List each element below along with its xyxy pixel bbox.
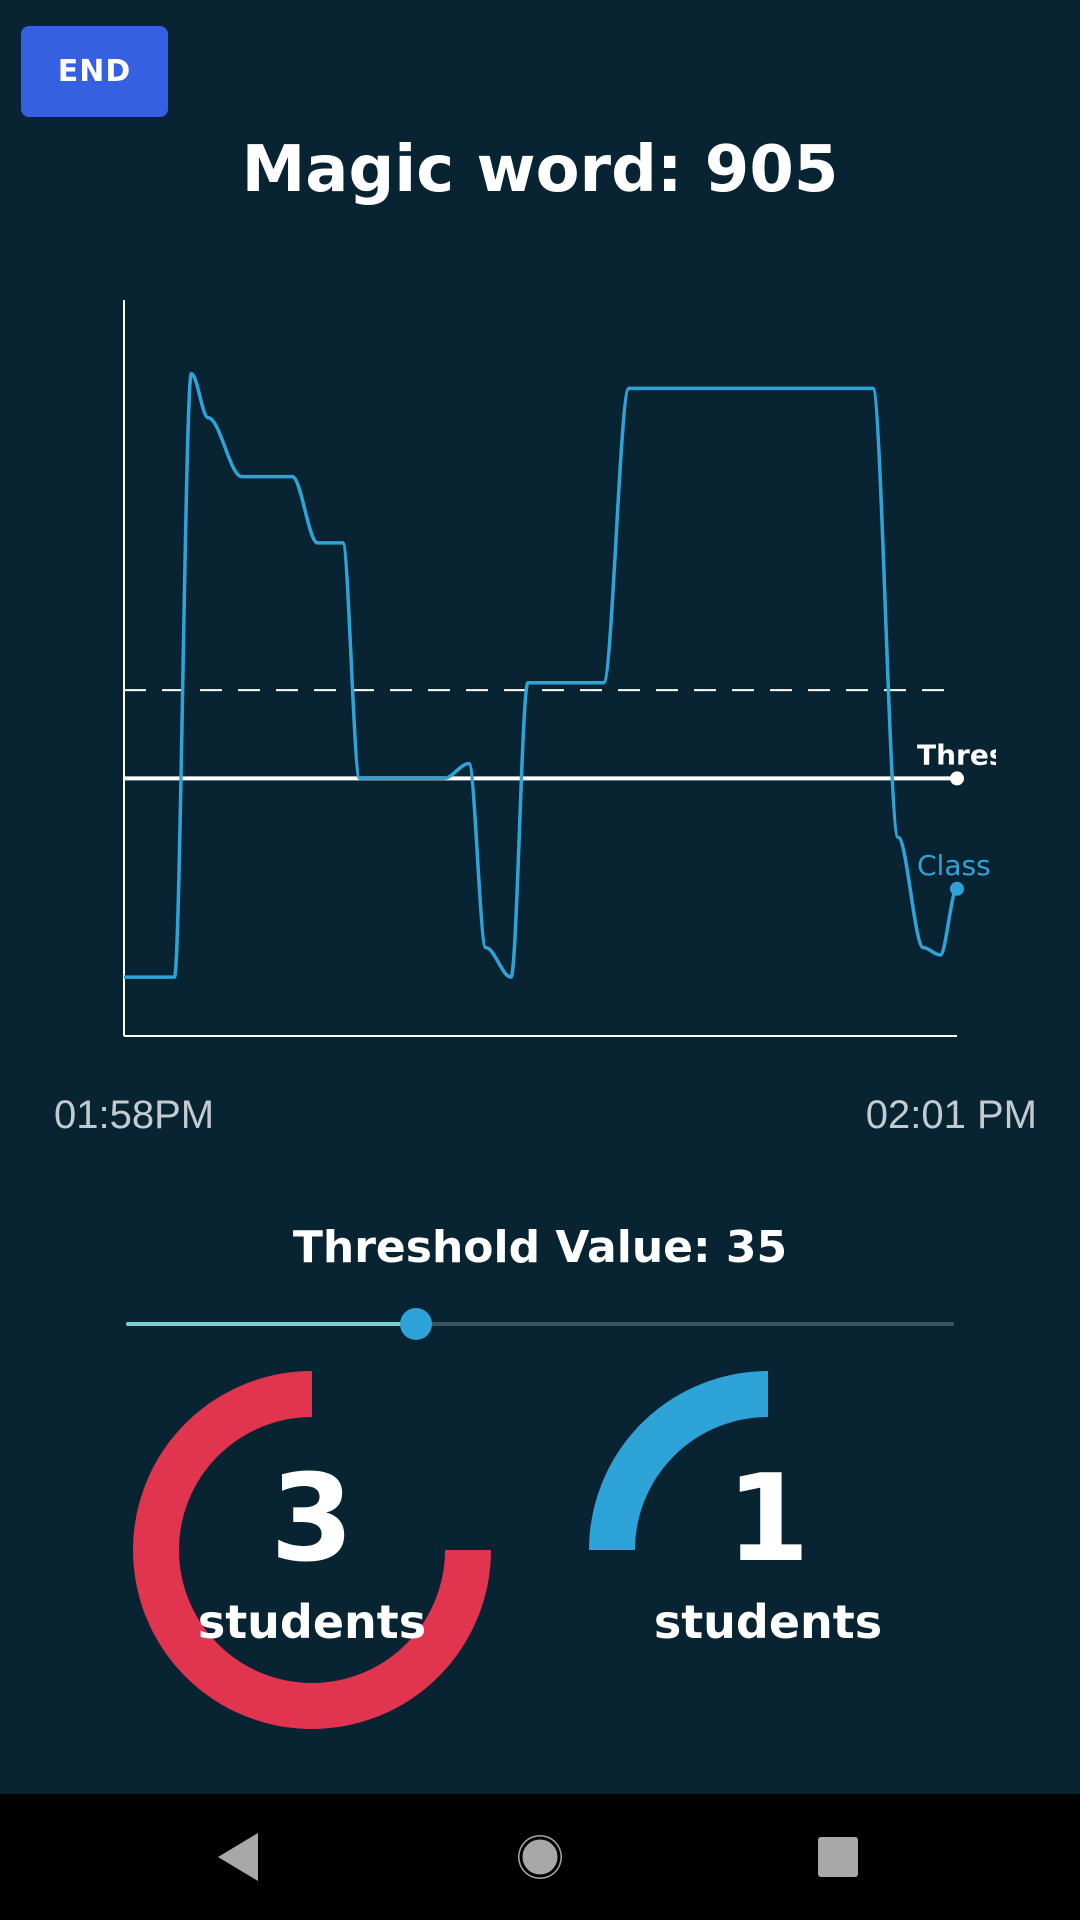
magic-word-title: Magic word: 905 xyxy=(241,133,839,207)
system-nav-bar xyxy=(0,1794,1080,1920)
gauge-above-threshold: 1 students xyxy=(558,1340,978,1760)
gauge-count: 3 xyxy=(270,1450,354,1589)
series-end-point-threshold xyxy=(950,771,964,786)
gauge-ring xyxy=(133,1371,491,1729)
attention-chart: Threshold Class xyxy=(123,300,1074,1037)
recent-apps-icon[interactable] xyxy=(808,1827,868,1887)
series-line-class xyxy=(124,371,959,979)
back-icon[interactable] xyxy=(208,1827,268,1887)
slider-thumb[interactable] xyxy=(399,1308,432,1340)
threshold-slider[interactable] xyxy=(126,1304,954,1344)
gauge-arc xyxy=(589,1371,769,1551)
time-end-label: 02:01 PM xyxy=(865,1093,1037,1137)
series-label-class: Class xyxy=(917,849,991,882)
gauge-arc xyxy=(133,1371,491,1729)
slider-track[interactable] xyxy=(126,1322,954,1326)
slider-fill xyxy=(126,1322,416,1326)
gauge-label: students xyxy=(653,1595,883,1649)
gauge-count: 1 xyxy=(726,1450,810,1589)
gauge-ring xyxy=(589,1371,769,1551)
gauge-below-threshold: 3 students xyxy=(102,1340,522,1760)
series-end-point-class xyxy=(950,881,964,896)
time-start-label: 01:58PM xyxy=(54,1093,215,1137)
home-icon[interactable] xyxy=(510,1827,570,1887)
end-button[interactable]: END xyxy=(21,26,168,117)
threshold-value-title: Threshold Value: 35 xyxy=(292,1222,788,1273)
series-label-threshold: Threshold xyxy=(917,738,1074,771)
gauge-label: students xyxy=(197,1595,427,1649)
